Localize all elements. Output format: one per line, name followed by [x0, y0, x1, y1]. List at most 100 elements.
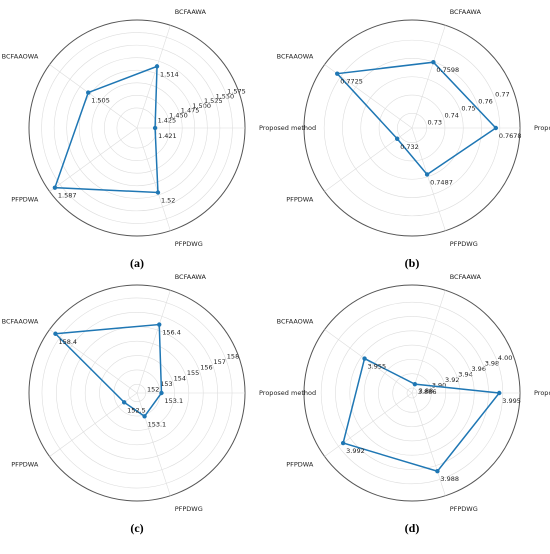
- value-label: 0.7487: [430, 178, 453, 186]
- point: [152, 125, 158, 131]
- spoke: [411, 25, 446, 129]
- r-tick-label: 3.94: [458, 371, 472, 379]
- point: [159, 390, 164, 396]
- r-tick-label: 1.550: [216, 92, 235, 100]
- point: [335, 71, 340, 76]
- category-label: BCFAAOWA: [277, 317, 314, 325]
- r-tick-label: 1.575: [227, 87, 246, 95]
- caption: (a): [130, 256, 144, 270]
- r-tick-label: 3.88: [419, 387, 433, 395]
- spoke: [136, 25, 171, 129]
- category-label: PFPDWG: [450, 240, 478, 248]
- r-tick-label: 0.75: [461, 104, 475, 112]
- r-tick-label: 3.92: [445, 376, 459, 384]
- value-label: 1.514: [160, 70, 179, 78]
- point: [362, 356, 367, 361]
- category-label: Proposed method: [259, 389, 316, 397]
- spoke: [49, 329, 138, 394]
- point: [431, 59, 436, 65]
- r-tick-label: 0.76: [478, 97, 492, 105]
- radar-line: [53, 323, 163, 418]
- value-label: 1.52: [161, 196, 175, 204]
- value-label: 0.7678: [499, 132, 522, 140]
- category-label: PFPDWA: [11, 196, 39, 204]
- r-tick-label: 0.73: [428, 118, 442, 126]
- r-tick-label: 157: [214, 358, 226, 366]
- category-label: BCFAAWA: [450, 273, 482, 281]
- point: [394, 136, 400, 141]
- point: [435, 469, 440, 474]
- spoke: [411, 290, 446, 394]
- value-label: 153.1: [148, 420, 167, 428]
- value-label: 152.5: [127, 406, 146, 414]
- value-label: 3.955: [368, 363, 387, 371]
- spoke: [324, 392, 413, 457]
- r-tick-label: 153: [160, 380, 172, 388]
- value-label: 3.988: [440, 475, 459, 483]
- category-label: BCFAAWA: [175, 8, 207, 16]
- spoke: [411, 127, 446, 231]
- value-label: 1.421: [158, 132, 177, 140]
- radar-line: [53, 65, 159, 194]
- r-tick-label: 154: [174, 375, 186, 383]
- value-label: 1.505: [91, 97, 110, 105]
- spoke: [136, 127, 171, 231]
- category-label: PFPDWG: [175, 240, 203, 248]
- category-label: BCFAAOWA: [277, 52, 314, 60]
- r-tick-label: 3.96: [471, 365, 485, 373]
- radar-line: [342, 357, 501, 473]
- spoke: [49, 127, 138, 192]
- r-tick-label: 3.98: [485, 360, 499, 368]
- category-label: BCFAAOWA: [2, 52, 39, 60]
- r-tick-label: 152: [147, 386, 159, 394]
- spoke: [136, 290, 171, 394]
- radar-line: [335, 61, 497, 176]
- r-tick-label: 1.425: [158, 116, 177, 124]
- point: [52, 185, 58, 190]
- category-label: PFPDWA: [11, 461, 39, 469]
- point: [412, 381, 418, 387]
- value-label: 156.4: [162, 329, 181, 337]
- spoke: [136, 392, 171, 496]
- r-tick-label: 1.475: [181, 107, 200, 115]
- point: [155, 190, 161, 195]
- caption: (c): [130, 521, 143, 535]
- category-label: BCFAAWA: [450, 8, 482, 16]
- point: [53, 331, 58, 336]
- spoke: [411, 392, 446, 496]
- point: [142, 414, 147, 419]
- r-tick-label: 155: [187, 369, 199, 377]
- category-label: Proposed method: [534, 389, 550, 397]
- point: [157, 322, 162, 327]
- caption: (b): [405, 256, 420, 270]
- r-tick-label: 0.74: [444, 111, 458, 119]
- r-tick-label: 158: [227, 353, 239, 361]
- point: [493, 125, 499, 131]
- value-label: 0.732: [400, 143, 419, 151]
- value-label: 0.7598: [436, 66, 459, 74]
- category-label: PFPDWG: [175, 505, 203, 513]
- category-label: BCFAAOWA: [2, 317, 39, 325]
- caption: (d): [405, 521, 420, 535]
- value-label: 0.7725: [340, 78, 363, 86]
- category-label: PFPDWG: [450, 505, 478, 513]
- value-label: 153.1: [164, 397, 183, 405]
- value-label: 158.4: [58, 338, 77, 346]
- spoke: [49, 64, 138, 129]
- point: [121, 400, 127, 405]
- r-tick-label: 1.450: [169, 112, 188, 120]
- point: [340, 440, 346, 446]
- r-tick-label: 1.525: [204, 97, 223, 105]
- category-label: Proposed method: [259, 124, 316, 132]
- r-tick-label: 3.90: [432, 382, 446, 390]
- r-tick-label: 0.77: [495, 90, 509, 98]
- category-label: Proposed method: [534, 124, 550, 132]
- value-label: 3.995: [502, 397, 521, 405]
- r-tick-label: 1.500: [192, 102, 211, 110]
- point: [497, 390, 502, 396]
- value-label: 3.886: [418, 388, 437, 396]
- point: [154, 64, 160, 69]
- category-label: PFPDWA: [286, 461, 314, 469]
- point: [86, 90, 91, 95]
